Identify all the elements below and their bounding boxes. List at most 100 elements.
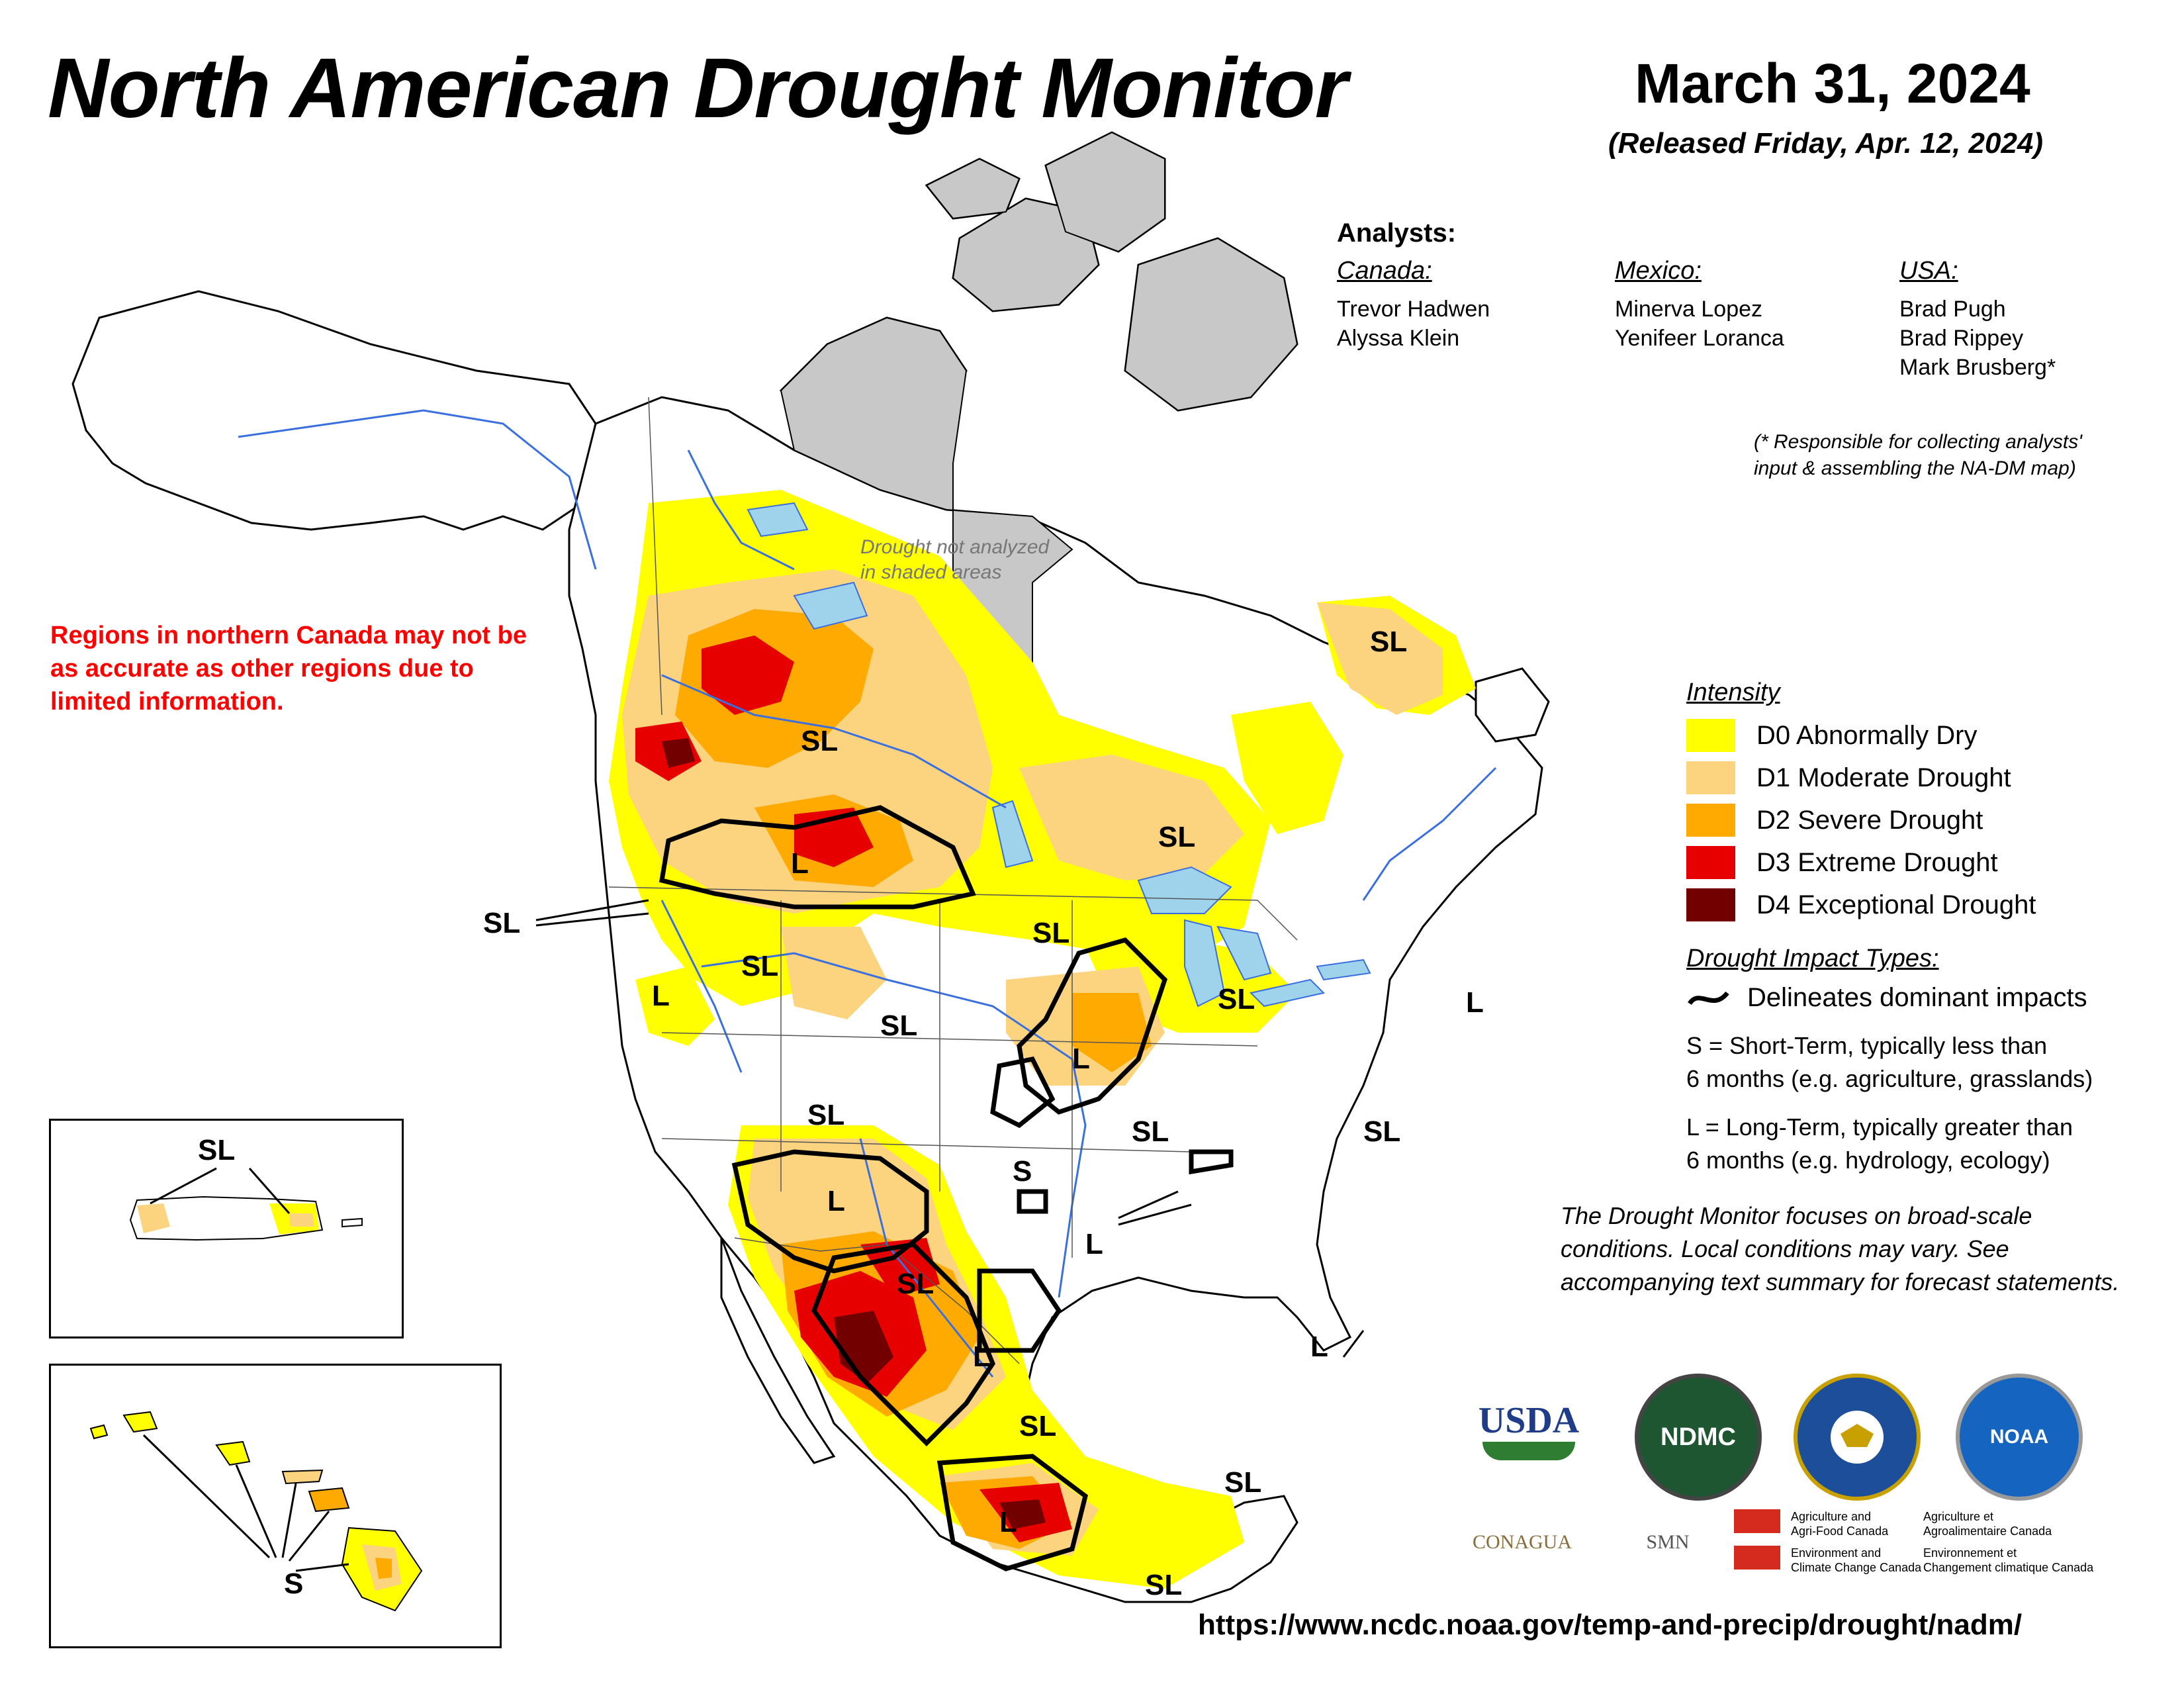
env-en: Environment and Climate Change Canada [1791, 1546, 1922, 1574]
legend-swatch [1686, 888, 1735, 921]
impact-label: L [791, 847, 809, 880]
smn-logo-text: SMN [1646, 1531, 1690, 1553]
legend-label: D0 Abnormally Dry [1756, 720, 1978, 750]
accuracy-note: Regions in northern Canada may not be as… [50, 622, 527, 716]
responsibility-note-line: (* Responsible for collecting analysts' [1754, 431, 2082, 453]
impact-label: L [1072, 1043, 1090, 1075]
usda-logo-text: USDA [1478, 1400, 1580, 1441]
short-term-definition: S = Short-Term, typically less than 6 mo… [1686, 1029, 2093, 1096]
impact-label: SL [801, 725, 839, 757]
usda-logo-mark [1482, 1442, 1575, 1460]
analysts-mexico: Mexico: Minerva Lopez Yenifeer Loranca [1615, 257, 1784, 353]
conagua-logo: CONAGUA [1443, 1526, 1602, 1559]
newfoundland [1475, 667, 1550, 743]
eagle-icon [1831, 1411, 1884, 1464]
impact-label: L [1085, 1228, 1103, 1260]
impact-boundaries [659, 805, 1234, 1571]
impact-line-legend: Delineates dominant impacts [1686, 983, 2087, 1013]
definition-line: S = Short-Term, typically less than [1686, 1032, 2048, 1059]
analysts-canada: Canada: Trevor Hadwen Alyssa Klein [1337, 257, 1490, 353]
ndmc-logo: NDMC [1635, 1374, 1762, 1501]
responsibility-note-line: input & assembling the NA-DM map) [1754, 457, 2076, 479]
hawaii-inset: S [49, 1364, 502, 1648]
impact-label: SL [807, 1099, 845, 1131]
usa-label: USA: [1899, 257, 1958, 285]
impact-label: SL [1218, 983, 1255, 1015]
impact-label: L [999, 1506, 1017, 1538]
impact-label: L [827, 1185, 845, 1217]
baja-outline [720, 1237, 836, 1464]
legend-swatch [1686, 761, 1735, 794]
hawaii-map [89, 1411, 423, 1612]
analyst-name: Brad Pugh [1899, 297, 2006, 322]
impact-label: SL [1032, 917, 1070, 949]
legend-label: D4 Exceptional Drought [1756, 890, 2036, 919]
leader-lines [535, 899, 1365, 1358]
map-title: North American Drought Monitor [48, 41, 1347, 136]
impact-line-icon [1688, 991, 1729, 1005]
alaska-outline [71, 290, 597, 531]
analysts-usa: USA: Brad Pugh Brad Rippey Mark Brusberg… [1899, 257, 2056, 382]
legend-label: D1 Moderate Drought [1756, 763, 2011, 792]
smn-logo: SMN [1615, 1526, 1721, 1559]
map-date: March 31, 2024 [1635, 52, 2030, 115]
analyst-name: Mark Brusberg* [1899, 355, 2056, 380]
env-fr: Environnement et Changement climatique Ca… [1923, 1546, 2094, 1574]
d4-areas [662, 738, 1046, 1529]
legend-d1: D1 Moderate Drought [1686, 761, 2011, 795]
noaa-logo: NOAA [1956, 1374, 2083, 1501]
political-borders [608, 397, 1298, 1364]
not-analyzed-note: Drought not analyzed in shaded areas [860, 535, 1049, 585]
intensity-heading: Intensity [1686, 679, 1780, 706]
impact-label: SL [1019, 1410, 1057, 1442]
analyst-name: Brad Rippey [1899, 326, 2024, 351]
legend-swatch [1686, 719, 1735, 752]
impact-label: SL [1132, 1115, 1169, 1148]
impact-label: SL [741, 950, 779, 982]
agr-en: Agriculture and Agri-Food Canada [1791, 1510, 1889, 1538]
lakes [747, 502, 1371, 1008]
agriculture-canada-logo: Agriculture and Agri-Food Canada Agricult… [1734, 1509, 2052, 1538]
long-term-definition: L = Long-Term, typically greater than 6 … [1686, 1111, 2073, 1177]
not-analyzed-line: in shaded areas [860, 561, 1002, 583]
legend-d0: D0 Abnormally Dry [1686, 718, 1977, 753]
analyst-name: Yenifeer Loranca [1615, 326, 1784, 351]
impact-label: S [284, 1568, 304, 1600]
responsibility-note: (* Responsible for collecting analysts' … [1754, 429, 2082, 482]
canada-label: Canada: [1337, 257, 1432, 285]
impact-label: L [973, 1340, 991, 1373]
impact-label: L [652, 980, 670, 1012]
legend-label: D2 Severe Drought [1756, 805, 1983, 835]
impact-label: L [1310, 1331, 1328, 1363]
legend-d4: D4 Exceptional Drought [1686, 888, 2036, 922]
not-analyzed-areas [780, 131, 1298, 663]
impact-label: SL [1145, 1569, 1183, 1601]
impact-line-label: Delineates dominant impacts [1747, 983, 2087, 1012]
environment-canada-logo: Environment and Climate Change Canada Env… [1734, 1546, 2093, 1575]
analyst-name: Trevor Hadwen [1337, 297, 1490, 322]
definition-line: 6 months (e.g. hydrology, ecology) [1686, 1147, 2050, 1174]
definition-line: L = Long-Term, typically greater than [1686, 1113, 2073, 1141]
analysts-heading: Analysts: [1337, 218, 1457, 248]
legend-d3: D3 Extreme Drought [1686, 845, 1998, 880]
definition-line: 6 months (e.g. agriculture, grasslands) [1686, 1065, 2093, 1092]
disclaimer: The Drought Monitor focuses on broad-sca… [1561, 1202, 2120, 1295]
impact-label: SL [1158, 821, 1196, 853]
impact-label: SL [483, 907, 521, 939]
not-analyzed-line: Drought not analyzed [860, 536, 1050, 558]
usda-logo: USDA [1476, 1390, 1582, 1470]
impact-label: SL [1370, 626, 1408, 658]
legend-swatch [1686, 804, 1735, 837]
impact-label: SL [198, 1134, 236, 1166]
impact-label: SL [880, 1009, 918, 1042]
analyst-name: Alyssa Klein [1337, 326, 1460, 351]
puerto-rico-inset: SL [49, 1119, 404, 1338]
source-url[interactable]: https://www.ncdc.noaa.gov/temp-and-preci… [1198, 1609, 2023, 1641]
legend-d2: D2 Severe Drought [1686, 803, 1983, 837]
puerto-rico-map [129, 1167, 363, 1241]
conagua-logo-text: CONAGUA [1473, 1531, 1572, 1553]
analyst-name: Minerva Lopez [1615, 297, 1763, 322]
noaa-logo-text: NOAA [1989, 1426, 2049, 1448]
release-date: (Released Friday, Apr. 12, 2024) [1608, 127, 2044, 160]
